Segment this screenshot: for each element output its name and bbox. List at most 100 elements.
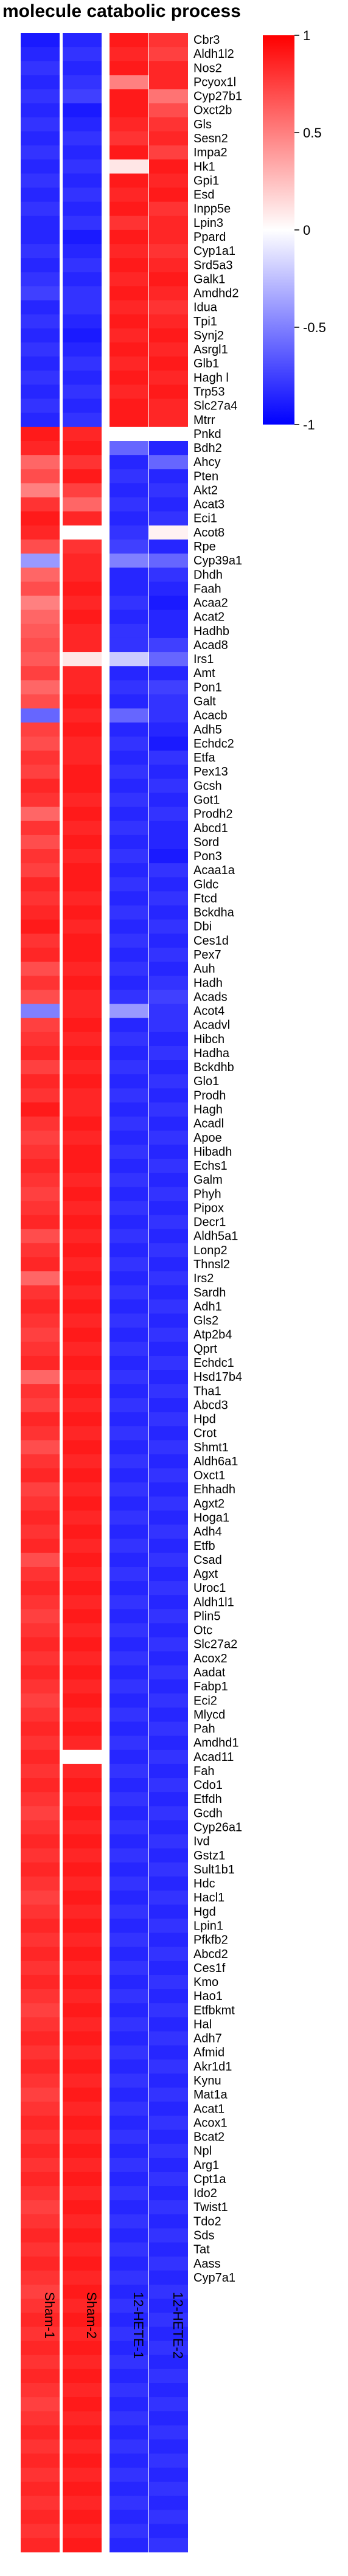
row-label: Pex13 bbox=[193, 765, 228, 779]
heatmap-cell bbox=[110, 891, 148, 906]
row-label: Acat2 bbox=[193, 611, 224, 624]
heatmap-cell bbox=[21, 2017, 60, 2032]
heatmap-cell bbox=[149, 2045, 188, 2060]
heatmap-cell bbox=[21, 1440, 60, 1455]
heatmap-cell bbox=[21, 2369, 60, 2384]
row-label: Pex7 bbox=[193, 948, 221, 962]
heatmap-cell bbox=[110, 47, 148, 61]
heatmap-cell bbox=[110, 2242, 148, 2257]
heatmap-cell bbox=[110, 1989, 148, 2004]
heatmap-cell bbox=[21, 75, 60, 90]
heatmap-cell bbox=[149, 511, 188, 526]
heatmap-cell bbox=[21, 1552, 60, 1567]
heatmap-cell bbox=[21, 1820, 60, 1835]
heatmap-cell bbox=[149, 145, 188, 160]
heatmap-cell bbox=[63, 779, 102, 794]
heatmap-cell bbox=[21, 1159, 60, 1173]
row-label: Hacl1 bbox=[193, 1891, 224, 1904]
heatmap-cell bbox=[21, 1806, 60, 1821]
heatmap-cell bbox=[63, 2383, 102, 2398]
heatmap-cell bbox=[21, 2088, 60, 2102]
row-label: Mat1a bbox=[193, 2088, 228, 2102]
row-label: Irs2 bbox=[193, 1272, 214, 1285]
heatmap-cell bbox=[149, 117, 188, 132]
heatmap-cell bbox=[21, 609, 60, 625]
heatmap-cell bbox=[63, 1538, 102, 1554]
heatmap-cell bbox=[63, 623, 102, 639]
heatmap-cell bbox=[149, 1201, 188, 1216]
heatmap-cell bbox=[63, 2411, 102, 2426]
heatmap-cell bbox=[110, 300, 148, 315]
heatmap-cell bbox=[63, 595, 102, 611]
heatmap-cell bbox=[110, 1524, 148, 1540]
heatmap-cell bbox=[149, 1932, 188, 1948]
heatmap-cell bbox=[149, 637, 188, 653]
row-label: Hsd17b4 bbox=[193, 1370, 242, 1384]
row-label: Cyp39a1 bbox=[193, 554, 242, 568]
heatmap-cell bbox=[149, 539, 188, 554]
heatmap-cell bbox=[21, 2242, 60, 2257]
heatmap-cell bbox=[63, 2355, 102, 2370]
heatmap-cell bbox=[63, 1665, 102, 1680]
heatmap-cell bbox=[110, 314, 148, 329]
heatmap-cell bbox=[110, 1735, 148, 1751]
row-label: Adh4 bbox=[193, 1526, 222, 1539]
heatmap-cell bbox=[21, 1046, 60, 1061]
heatmap-cell bbox=[21, 1384, 60, 1398]
heatmap-cell bbox=[149, 2369, 188, 2384]
row-label: Sult1b1 bbox=[193, 1863, 235, 1876]
row-label: Hk1 bbox=[193, 160, 215, 173]
heatmap-cell bbox=[21, 863, 60, 878]
heatmap-cell bbox=[21, 2116, 60, 2131]
heatmap-cell bbox=[149, 1609, 188, 1624]
heatmap-cell bbox=[110, 1144, 148, 1159]
heatmap-cell bbox=[110, 1313, 148, 1328]
heatmap-cell bbox=[63, 962, 102, 976]
heatmap-cell bbox=[21, 244, 60, 259]
heatmap-cell bbox=[110, 1327, 148, 1342]
heatmap-cell bbox=[21, 835, 60, 850]
heatmap-cell bbox=[110, 328, 148, 343]
heatmap-cell bbox=[110, 736, 148, 751]
heatmap-cell bbox=[63, 1229, 102, 1244]
heatmap-cell bbox=[110, 2439, 148, 2454]
heatmap-cell bbox=[21, 61, 60, 76]
heatmap-cell bbox=[149, 1341, 188, 1356]
heatmap-cell bbox=[63, 1820, 102, 1835]
heatmap-cell bbox=[149, 244, 188, 259]
heatmap-cell bbox=[21, 469, 60, 484]
row-label: Acads bbox=[193, 990, 228, 1004]
heatmap-cell bbox=[110, 61, 148, 76]
heatmap-cell bbox=[63, 2439, 102, 2454]
heatmap-cell bbox=[21, 1651, 60, 1666]
heatmap-cell bbox=[21, 765, 60, 779]
heatmap-cell bbox=[149, 2200, 188, 2215]
row-label: Qprt bbox=[193, 1342, 217, 1356]
row-label: Dbi bbox=[193, 920, 212, 934]
row-label: Hal bbox=[193, 2018, 212, 2031]
heatmap-cell bbox=[110, 1341, 148, 1356]
heatmap-cell bbox=[110, 779, 148, 794]
heatmap-cell bbox=[110, 2144, 148, 2159]
heatmap-cell bbox=[63, 821, 102, 836]
heatmap-cell bbox=[110, 173, 148, 189]
heatmap-cell bbox=[149, 2228, 188, 2243]
heatmap-cell bbox=[63, 2299, 102, 2313]
heatmap-cell bbox=[110, 342, 148, 357]
heatmap-cell bbox=[110, 1960, 148, 1976]
heatmap-cell bbox=[63, 2228, 102, 2243]
heatmap-cell bbox=[149, 976, 188, 990]
heatmap-cell bbox=[21, 1735, 60, 1751]
heatmap-cell bbox=[63, 1524, 102, 1540]
heatmap-cell bbox=[149, 33, 188, 47]
heatmap-cell bbox=[63, 919, 102, 934]
heatmap-cell bbox=[63, 1018, 102, 1033]
heatmap-cell bbox=[21, 1566, 60, 1581]
heatmap-cell bbox=[149, 694, 188, 709]
heatmap-cell bbox=[110, 145, 148, 160]
heatmap-cell bbox=[63, 117, 102, 132]
heatmap-cell bbox=[149, 1693, 188, 1708]
heatmap-cell bbox=[110, 962, 148, 976]
heatmap-cell bbox=[63, 1060, 102, 1075]
